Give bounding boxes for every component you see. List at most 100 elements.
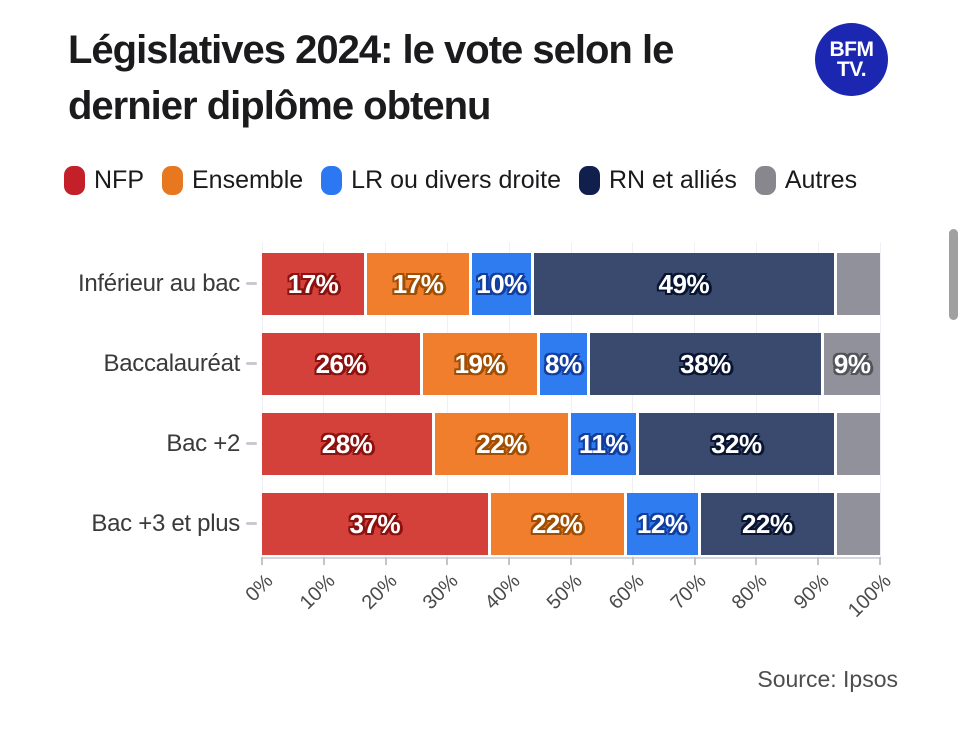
- bar-segment-label: 19%: [454, 348, 506, 379]
- legend: NFP Ensemble LR ou divers droite RN et alli…: [64, 166, 857, 195]
- x-tick-label: 0%: [241, 570, 278, 606]
- legend-item: RN et alliés: [579, 166, 737, 195]
- bar-segment-label: 17%: [392, 268, 444, 299]
- legend-swatch: [754, 166, 776, 195]
- gridline: [817, 242, 819, 557]
- bar-segment-label: 22%: [741, 508, 793, 539]
- bar-segment: 22%: [435, 413, 571, 475]
- category-tick: [246, 362, 257, 365]
- x-tick-label: 40%: [480, 570, 525, 614]
- chart-title: Législatives 2024: le vote selon le dern…: [68, 28, 674, 128]
- bar-segment: 38%: [589, 333, 825, 395]
- x-axis-tick: [631, 557, 634, 565]
- legend-item: LR ou divers droite: [321, 166, 561, 195]
- x-axis-tick: [322, 557, 325, 565]
- legend-label: LR ou divers droite: [351, 166, 561, 194]
- source-label: Source: Ipsos: [757, 666, 898, 692]
- legend-swatch: [64, 166, 85, 195]
- bar-segment: 12%: [626, 493, 701, 555]
- gridline: [570, 242, 572, 557]
- gridline: [446, 242, 448, 557]
- bar-segment-label: 26%: [315, 348, 367, 379]
- bar-segment: 26%: [262, 333, 423, 395]
- bar-segment-label: 22%: [476, 428, 527, 459]
- bar-segment: 8%: [540, 333, 590, 395]
- x-tick-label: 60%: [604, 570, 649, 614]
- bfmtv-logo: BFM TV.: [815, 23, 888, 96]
- bar-segment: 49%: [533, 253, 837, 315]
- bar-segment: 28%: [262, 413, 436, 475]
- category-label: Inférieur au bac: [78, 270, 240, 297]
- bar-segment: 22%: [490, 493, 627, 555]
- x-axis-tick: [384, 557, 387, 565]
- bar-segment-label: 8%: [545, 348, 582, 379]
- x-tick-label: 50%: [542, 570, 587, 614]
- x-axis-tick: [446, 557, 449, 565]
- bar-segment-label: 22%: [531, 508, 583, 539]
- bar-segment: 10%: [472, 253, 534, 315]
- bar-segment: 11%: [571, 413, 639, 475]
- gridline: [323, 242, 325, 557]
- category-label: Baccalauréat: [103, 350, 241, 377]
- x-axis-tick: [693, 557, 696, 565]
- category-tick: [246, 522, 257, 525]
- bfmtv-logo-line2: TV.: [836, 57, 867, 81]
- x-axis-tick: [879, 557, 881, 565]
- x-tick-label: 10%: [295, 570, 340, 614]
- x-tick-label: 80%: [728, 570, 772, 614]
- bar-segment-label: 9%: [833, 348, 871, 379]
- bar-segment: 22%: [700, 493, 837, 555]
- category-label: Bac +3 et plus: [91, 510, 240, 537]
- bar-segment-label: 37%: [349, 508, 401, 539]
- x-axis-tick: [817, 557, 820, 565]
- x-tick-label: 70%: [666, 570, 711, 614]
- bar-segment-label: 11%: [578, 428, 629, 459]
- bar-segment: [836, 253, 880, 315]
- x-axis-tick: [508, 557, 511, 565]
- x-tick-label: 100%: [843, 570, 896, 622]
- x-axis-tick: [755, 557, 758, 565]
- bar-segment: [836, 493, 880, 555]
- gridline: [508, 242, 510, 557]
- bar-segment: [836, 413, 880, 475]
- x-tick-label: 90%: [789, 570, 834, 614]
- gridline: [879, 242, 881, 557]
- bar-segment: 37%: [262, 493, 491, 555]
- legend-item: NFP: [64, 166, 144, 195]
- bar-segment: 17%: [367, 253, 473, 315]
- gridline: [755, 242, 757, 557]
- bar-segment: 17%: [262, 253, 368, 315]
- legend-item: Ensemble: [162, 166, 303, 195]
- gridline: [261, 242, 263, 557]
- bar-segment-label: 32%: [711, 428, 762, 459]
- x-axis-tick: [261, 557, 263, 565]
- bar-segment: 9%: [824, 333, 880, 395]
- legend-label: Autres: [784, 166, 858, 194]
- category-label: Bac +2: [166, 430, 240, 457]
- x-axis-tick: [570, 557, 572, 565]
- legend-swatch: [162, 166, 183, 195]
- category-tick: [246, 442, 257, 445]
- legend-swatch: [321, 166, 343, 195]
- category-tick: [246, 282, 257, 285]
- legend-label: NFP: [94, 166, 144, 194]
- bar-segment-label: 28%: [321, 428, 373, 459]
- legend-label: Ensemble: [192, 166, 304, 194]
- bar-segment: 19%: [422, 333, 541, 395]
- bfmtv-logo-line1: BFM: [829, 37, 875, 61]
- bar-segment-label: 10%: [476, 268, 527, 299]
- bar-segment-label: 38%: [680, 348, 731, 379]
- bar-segment-label: 17%: [287, 268, 339, 299]
- legend-label: RN et alliés: [609, 166, 737, 194]
- bar-segment-label: 12%: [636, 508, 688, 539]
- x-tick-label: 20%: [357, 570, 402, 614]
- legend-swatch: [579, 166, 600, 195]
- scrollbar-thumb[interactable]: [949, 229, 958, 320]
- bar-segment: 32%: [638, 413, 837, 475]
- gridline: [694, 242, 696, 557]
- gridline: [385, 242, 387, 557]
- bar-segment-label: 49%: [658, 268, 710, 299]
- x-tick-label: 30%: [419, 570, 463, 614]
